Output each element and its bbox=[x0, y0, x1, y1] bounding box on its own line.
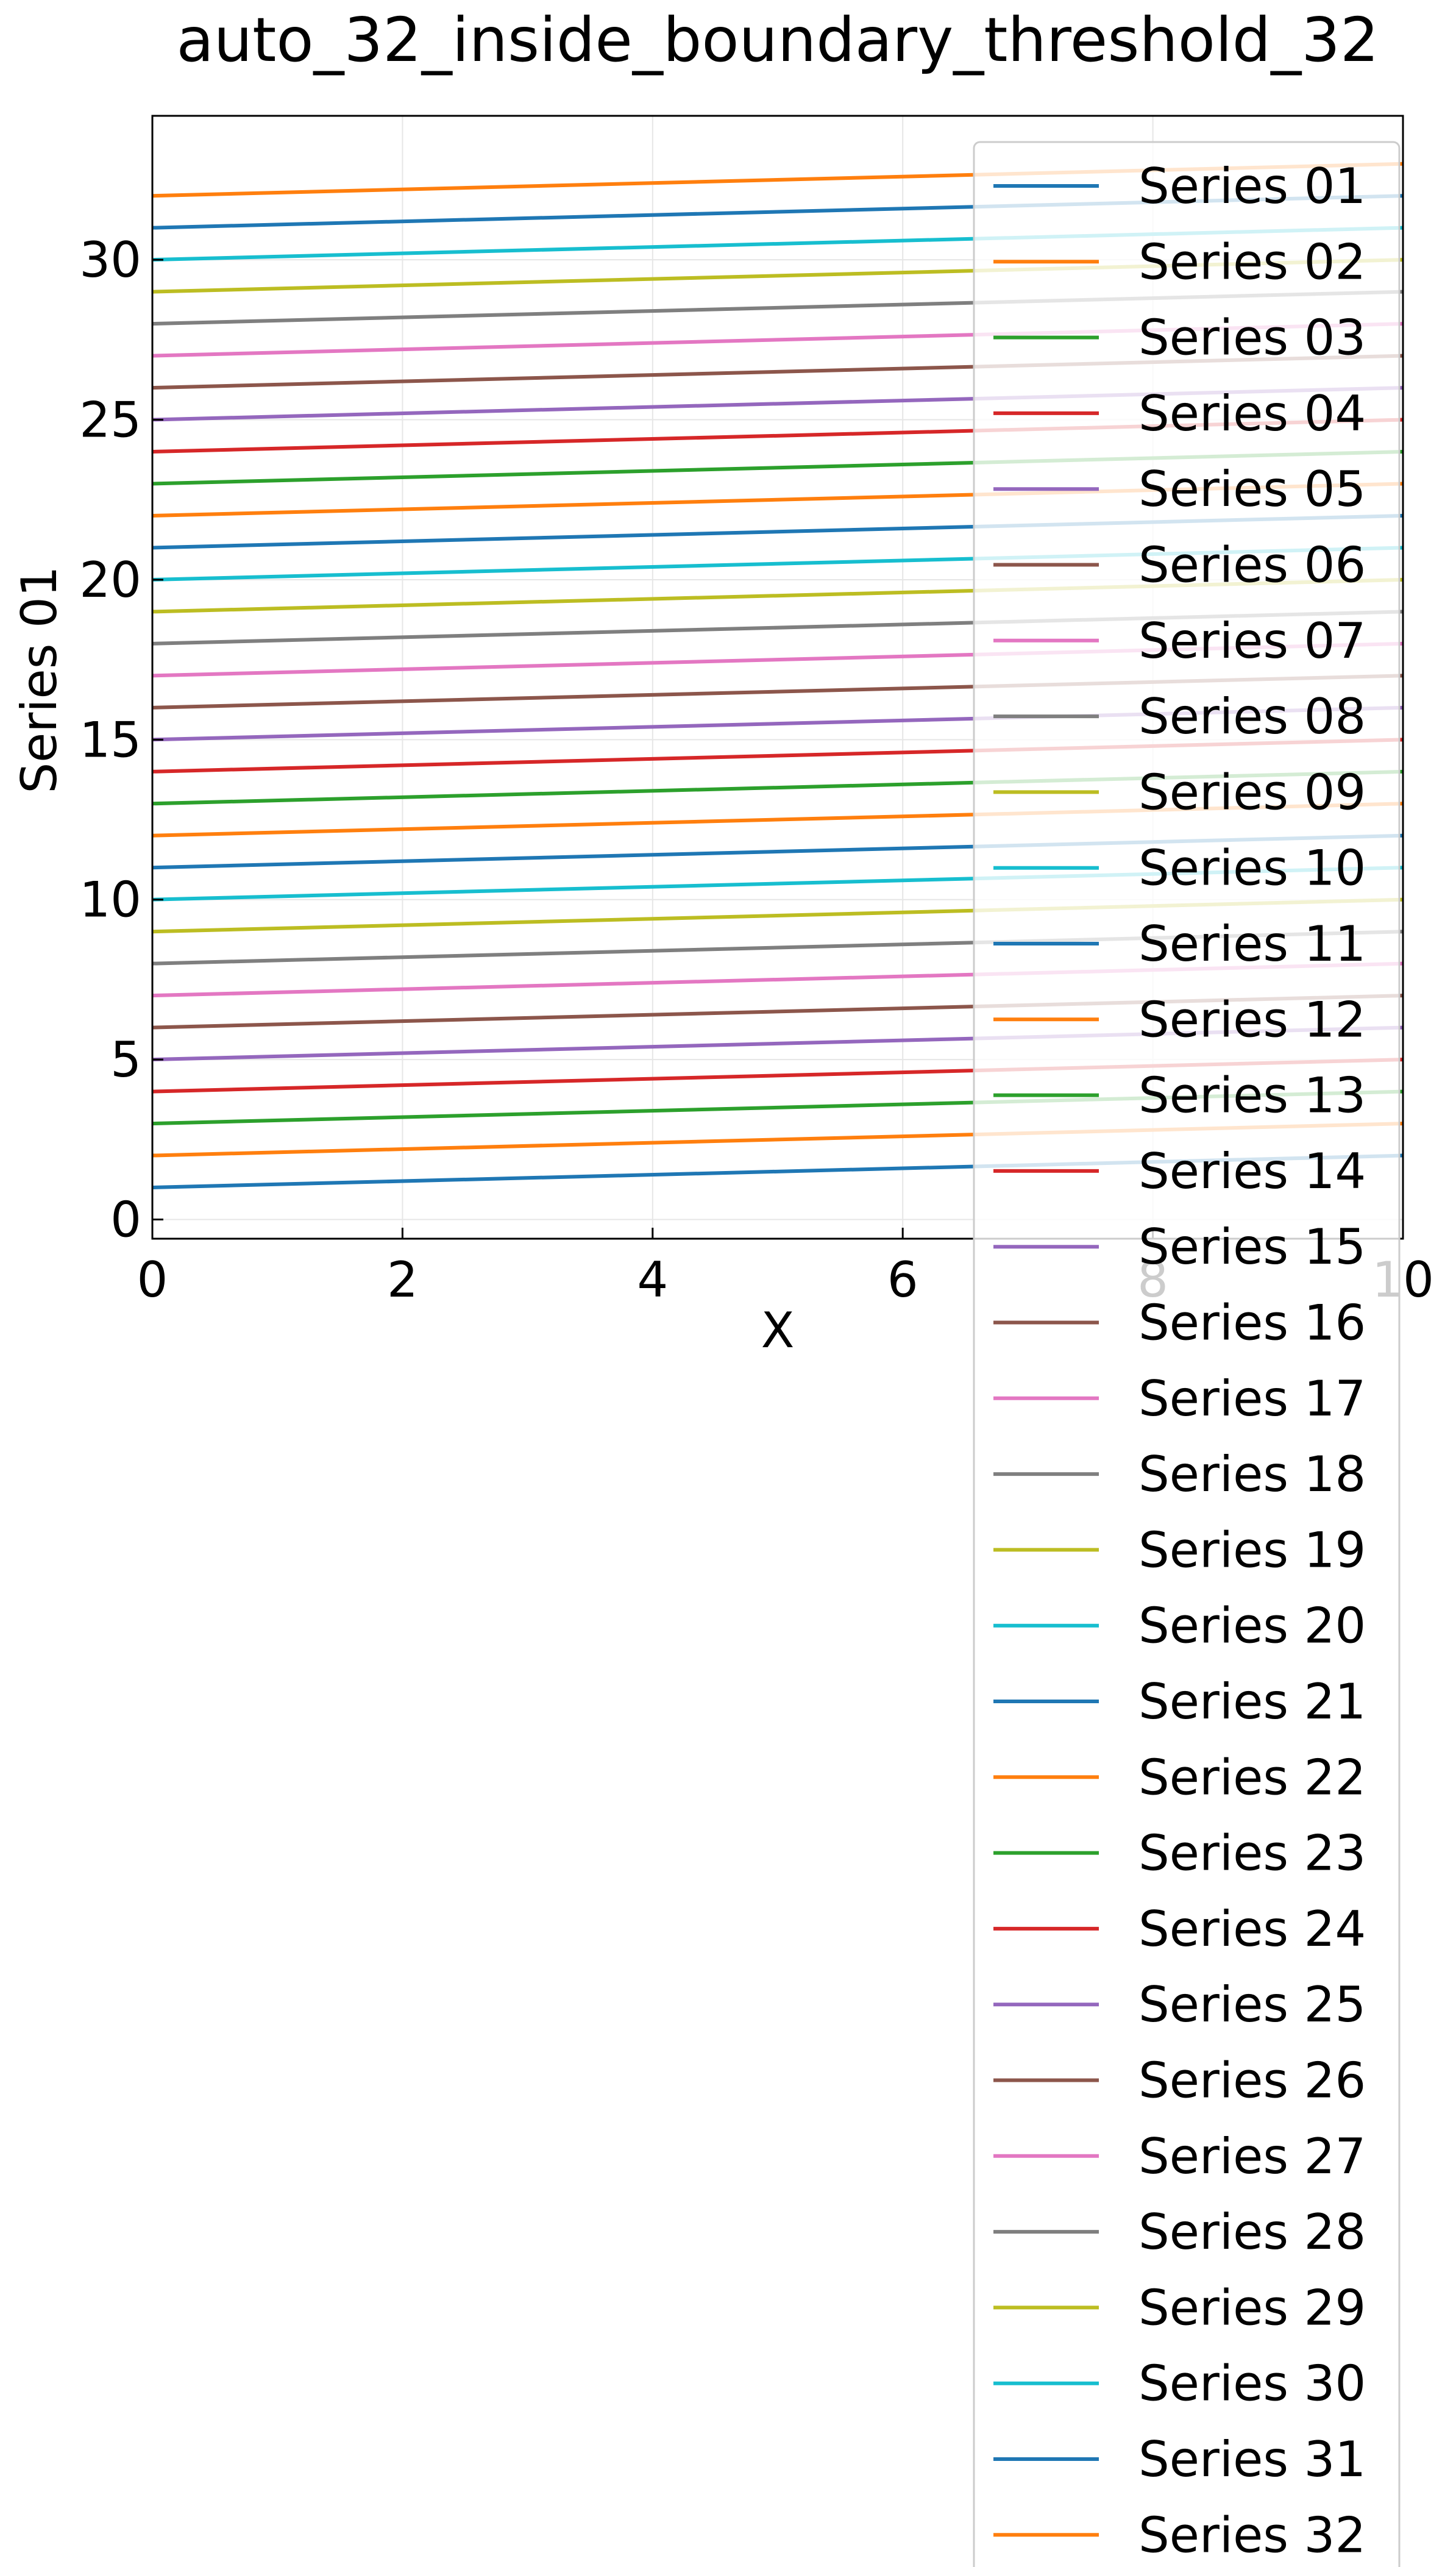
legend-label: Series 31 bbox=[1138, 2431, 1366, 2488]
y-tick-label: 15 bbox=[79, 711, 141, 768]
legend-label: Series 27 bbox=[1138, 2128, 1366, 2185]
y-axis-label: Series 01 bbox=[11, 566, 68, 793]
legend-label: Series 04 bbox=[1138, 385, 1366, 442]
legend-label: Series 25 bbox=[1138, 1976, 1366, 2033]
legend-label: Series 26 bbox=[1138, 2053, 1366, 2109]
legend-label: Series 05 bbox=[1138, 461, 1366, 518]
y-tick-label: 20 bbox=[79, 552, 141, 608]
legend-label: Series 13 bbox=[1138, 1067, 1366, 1124]
legend: Series 01 Series 02 Series 03 Series 04 Seri… bbox=[973, 141, 1401, 2567]
legend-label: Series 23 bbox=[1138, 1825, 1366, 1882]
legend-label: Series 32 bbox=[1138, 2507, 1366, 2563]
legend-label: Series 28 bbox=[1138, 2204, 1366, 2260]
x-tick-label: 2 bbox=[387, 1251, 418, 1308]
x-tick-label: 4 bbox=[637, 1251, 668, 1308]
legend-label: Series 01 bbox=[1138, 158, 1366, 215]
y-tick-label: 30 bbox=[79, 232, 141, 288]
legend-label: Series 10 bbox=[1138, 840, 1366, 897]
legend-label: Series 09 bbox=[1138, 764, 1366, 821]
legend-label: Series 08 bbox=[1138, 688, 1366, 745]
legend-label: Series 17 bbox=[1138, 1370, 1366, 1427]
legend-label: Series 14 bbox=[1138, 1143, 1366, 1200]
legend-label: Series 29 bbox=[1138, 2279, 1366, 2336]
legend-label: Series 18 bbox=[1138, 1446, 1366, 1503]
y-tick-label: 25 bbox=[79, 392, 141, 449]
legend-label: Series 19 bbox=[1138, 1522, 1366, 1578]
legend-label: Series 24 bbox=[1138, 1901, 1366, 1957]
legend-label: Series 03 bbox=[1138, 310, 1366, 366]
y-tick-label: 0 bbox=[110, 1192, 141, 1248]
legend-label: Series 30 bbox=[1138, 2355, 1366, 2412]
legend-label: Series 15 bbox=[1138, 1219, 1366, 1275]
x-axis-label: X bbox=[761, 1302, 795, 1359]
legend-box bbox=[973, 141, 1401, 2567]
plot-frame bbox=[151, 115, 1404, 1240]
legend-label: Series 11 bbox=[1138, 916, 1366, 972]
legend-label: Series 12 bbox=[1138, 991, 1366, 1048]
axis-ticks: 0246810051015202530 bbox=[79, 232, 1434, 1308]
chart-title: auto_32_inside_boundary_threshold_32 bbox=[177, 4, 1379, 76]
x-tick-label: 6 bbox=[887, 1251, 918, 1308]
y-tick-label: 10 bbox=[79, 872, 141, 928]
legend-label: Series 02 bbox=[1138, 233, 1366, 290]
legend-label: Series 07 bbox=[1138, 613, 1366, 669]
legend-label: Series 20 bbox=[1138, 1598, 1366, 1654]
legend-label: Series 06 bbox=[1138, 537, 1366, 594]
legend-label: Series 16 bbox=[1138, 1295, 1366, 1351]
y-tick-label: 5 bbox=[110, 1031, 141, 1088]
legend-label: Series 22 bbox=[1138, 1749, 1366, 1806]
legend-label: Series 21 bbox=[1138, 1673, 1366, 1730]
x-tick-label: 0 bbox=[137, 1251, 168, 1308]
